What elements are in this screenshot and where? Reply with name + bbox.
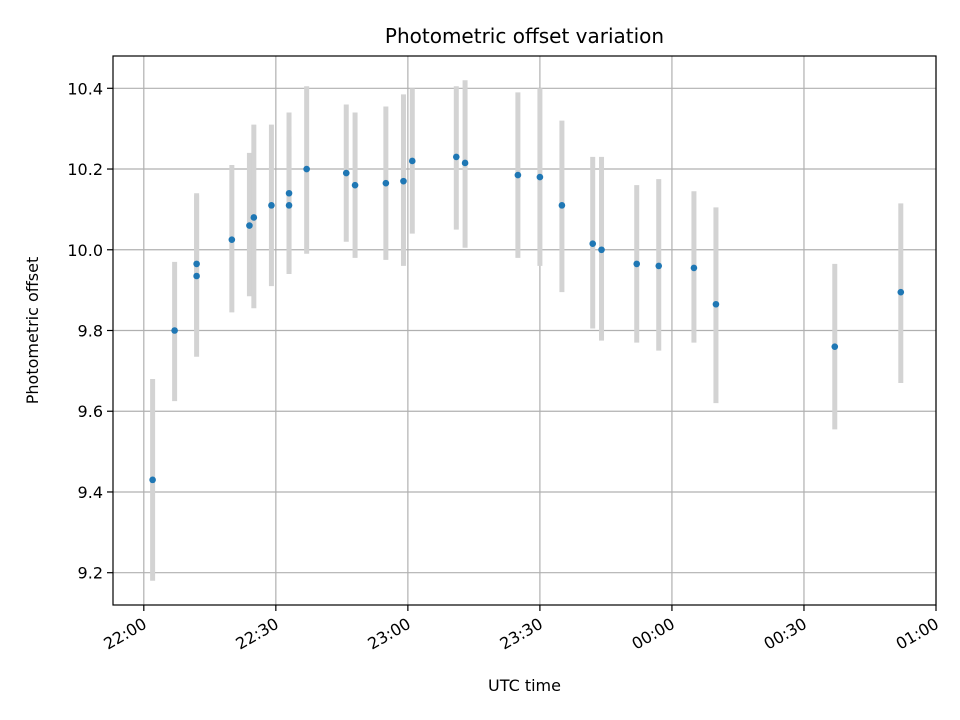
data-point [831, 343, 839, 350]
data-point [268, 202, 275, 209]
data-point [193, 260, 200, 268]
data-point [452, 153, 460, 161]
data-point [589, 240, 597, 248]
x-tick-label: 22:00 [100, 614, 149, 654]
data-point [342, 169, 350, 177]
y-tick-label: 10.0 [67, 241, 103, 260]
data-point [461, 159, 469, 167]
data-point [633, 260, 641, 268]
data-point [285, 202, 293, 209]
data-point [400, 177, 407, 185]
data-point [712, 300, 720, 308]
x-tick-label: 23:00 [364, 614, 413, 654]
data-point [514, 171, 522, 179]
data-point [408, 157, 416, 165]
data-point [149, 476, 156, 484]
x-tick-label: 23:30 [496, 614, 545, 654]
data-point [690, 264, 698, 272]
data-point [382, 179, 390, 187]
x-tick-label: 00:30 [761, 614, 810, 654]
data-point [285, 189, 293, 197]
chart-title: Photometric offset variation [385, 24, 664, 48]
data-point [303, 165, 310, 173]
x-axis-ticks: 22:00 22:30 23:00 23:30 00:00 00:30 01:00 [100, 605, 942, 654]
y-tick-label: 10.2 [67, 160, 103, 179]
x-tick-label: 22:30 [232, 614, 281, 654]
y-tick-label: 9.2 [78, 564, 103, 583]
data-point [897, 288, 905, 296]
data-point [250, 214, 258, 221]
x-tick-label: 00:00 [629, 614, 678, 654]
grid-lines [113, 56, 937, 605]
y-tick-label: 10.4 [67, 79, 103, 98]
y-axis-label: Photometric offset [23, 257, 42, 405]
y-axis-ticks: 9.2 9.4 9.6 9.8 10.0 10.2 10.4 [67, 79, 113, 583]
data-point [558, 202, 566, 209]
data-point [228, 236, 236, 243]
x-tick-label: 01:00 [893, 614, 942, 654]
data-point [598, 246, 605, 254]
data-point [536, 173, 544, 181]
data-point [655, 262, 663, 270]
data-point [246, 222, 253, 229]
y-tick-label: 9.6 [78, 402, 103, 421]
data-point [193, 272, 200, 280]
data-point [351, 181, 359, 189]
y-tick-label: 9.8 [78, 322, 103, 341]
y-tick-label: 9.4 [78, 483, 103, 502]
data-point [171, 327, 178, 334]
x-axis-label: UTC time [488, 676, 561, 695]
data-points [149, 153, 905, 484]
